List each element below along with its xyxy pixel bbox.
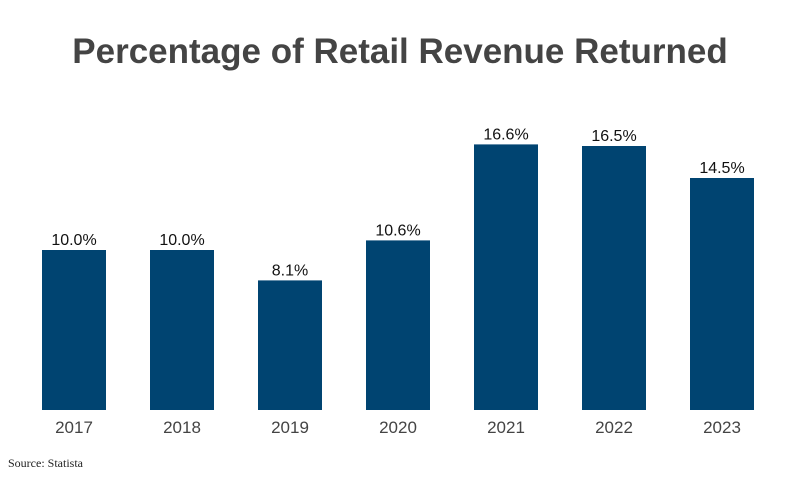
bar-2023 — [690, 178, 754, 410]
data-label-2020: 10.6% — [375, 222, 420, 239]
x-tick-2023: 2023 — [703, 418, 741, 437]
bar-2020 — [366, 240, 430, 410]
x-tick-2018: 2018 — [163, 418, 201, 437]
x-tick-2022: 2022 — [595, 418, 633, 437]
data-label-2019: 8.1% — [272, 262, 308, 279]
bar-2021 — [474, 144, 538, 410]
chart-title: Percentage of Retail Revenue Returned — [72, 32, 728, 71]
x-tick-2020: 2020 — [379, 418, 417, 437]
x-tick-2021: 2021 — [487, 418, 525, 437]
source-note: Source: Statista — [8, 456, 83, 470]
bar-2019 — [258, 280, 322, 410]
data-label-2018: 10.0% — [159, 232, 204, 249]
x-tick-2019: 2019 — [271, 418, 309, 437]
data-label-2022: 16.5% — [591, 128, 636, 145]
data-label-2023: 14.5% — [699, 160, 744, 177]
x-tick-2017: 2017 — [55, 418, 93, 437]
bar-2018 — [150, 250, 214, 410]
bar-2017 — [42, 250, 106, 410]
bar-2022 — [582, 146, 646, 410]
data-label-2017: 10.0% — [51, 232, 96, 249]
data-label-2021: 16.6% — [483, 126, 528, 143]
